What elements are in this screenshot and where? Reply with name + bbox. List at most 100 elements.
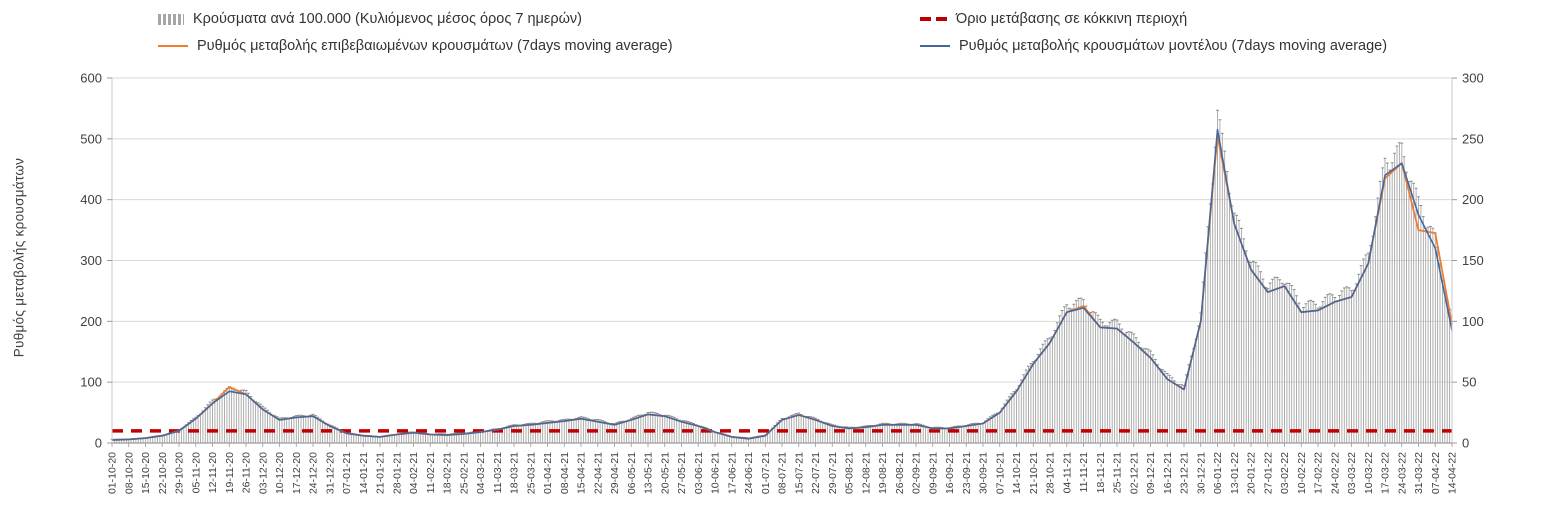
svg-text:07-01-21: 07-01-21 <box>341 452 353 494</box>
svg-text:01-04-21: 01-04-21 <box>542 452 554 494</box>
svg-text:600: 600 <box>80 71 102 86</box>
svg-text:15-07-21: 15-07-21 <box>793 452 805 494</box>
svg-text:08-07-21: 08-07-21 <box>777 452 789 494</box>
svg-text:03-03-22: 03-03-22 <box>1346 452 1358 494</box>
svg-text:17-12-20: 17-12-20 <box>291 452 303 494</box>
svg-text:19-08-21: 19-08-21 <box>877 452 889 494</box>
svg-text:17-03-22: 17-03-22 <box>1380 452 1392 494</box>
svg-text:28-10-21: 28-10-21 <box>1045 452 1057 494</box>
svg-text:29-07-21: 29-07-21 <box>827 452 839 494</box>
svg-text:100: 100 <box>80 375 102 390</box>
cases-bars-caps <box>110 109 1451 440</box>
svg-text:18-03-21: 18-03-21 <box>509 452 521 494</box>
blue-line-icon <box>920 45 950 47</box>
svg-text:02-09-21: 02-09-21 <box>911 452 923 494</box>
svg-text:31-12-20: 31-12-20 <box>324 452 336 494</box>
svg-text:05-08-21: 05-08-21 <box>844 452 856 494</box>
svg-text:05-11-20: 05-11-20 <box>190 452 202 493</box>
svg-text:31-03-22: 31-03-22 <box>1413 452 1425 494</box>
svg-text:25-03-21: 25-03-21 <box>525 452 537 494</box>
svg-text:04-11-21: 04-11-21 <box>1061 452 1073 493</box>
svg-text:10-02-22: 10-02-22 <box>1296 452 1308 494</box>
svg-text:23-09-21: 23-09-21 <box>961 452 973 494</box>
legend-label-model-rate: Ρυθμός μεταβολής κρουσμάτων μοντέλου (7d… <box>959 38 1388 54</box>
svg-text:11-11-21: 11-11-21 <box>1078 452 1090 493</box>
red-dashed-line-icon <box>920 17 947 21</box>
svg-text:17-02-22: 17-02-22 <box>1313 452 1325 494</box>
legend-item-cases-per-100k: Κρούσματα ανά 100.000 (Κυλιόμενος μέσος … <box>158 11 582 27</box>
svg-text:24-02-22: 24-02-22 <box>1329 452 1341 494</box>
svg-text:22-10-20: 22-10-20 <box>157 452 169 494</box>
cases-bars-series <box>111 110 1451 443</box>
svg-text:24-12-20: 24-12-20 <box>308 452 320 494</box>
svg-text:0: 0 <box>95 436 102 451</box>
svg-text:12-08-21: 12-08-21 <box>860 452 872 494</box>
svg-text:01-10-20: 01-10-20 <box>107 452 119 494</box>
svg-text:10-06-21: 10-06-21 <box>710 452 722 494</box>
svg-text:03-02-22: 03-02-22 <box>1279 452 1291 494</box>
svg-text:21-10-21: 21-10-21 <box>1028 452 1040 494</box>
svg-text:10-12-20: 10-12-20 <box>274 452 286 494</box>
svg-text:03-06-21: 03-06-21 <box>693 452 705 494</box>
svg-text:04-03-21: 04-03-21 <box>475 452 487 494</box>
svg-text:26-08-21: 26-08-21 <box>894 452 906 494</box>
svg-text:29-04-21: 29-04-21 <box>609 452 621 494</box>
svg-text:14-10-21: 14-10-21 <box>1011 452 1023 494</box>
svg-text:02-12-21: 02-12-21 <box>1128 452 1140 494</box>
svg-text:300: 300 <box>1462 71 1484 86</box>
svg-text:15-10-20: 15-10-20 <box>140 452 152 494</box>
svg-text:11-02-21: 11-02-21 <box>425 452 437 493</box>
orange-line-icon <box>158 45 188 47</box>
svg-text:16-09-21: 16-09-21 <box>944 452 956 494</box>
svg-text:25-02-21: 25-02-21 <box>458 452 470 494</box>
svg-text:13-05-21: 13-05-21 <box>643 452 655 494</box>
svg-text:10-03-22: 10-03-22 <box>1363 452 1375 494</box>
svg-text:06-01-22: 06-01-22 <box>1212 452 1224 494</box>
svg-text:200: 200 <box>80 314 102 329</box>
svg-text:21-01-21: 21-01-21 <box>375 452 387 494</box>
legend-item-model-rate: Ρυθμός μεταβολής κρουσμάτων μοντέλου (7d… <box>920 38 1387 54</box>
svg-text:0: 0 <box>1462 436 1469 451</box>
legend-item-threshold: Όριο μετάβασης σε κόκκινη περιοχή <box>920 11 1187 27</box>
legend-label-cases-per-100k: Κρούσματα ανά 100.000 (Κυλιόμενος μέσος … <box>193 11 583 27</box>
svg-text:15-04-21: 15-04-21 <box>576 452 588 494</box>
svg-text:19-11-20: 19-11-20 <box>224 452 236 493</box>
svg-text:09-09-21: 09-09-21 <box>927 452 939 494</box>
svg-text:14-01-21: 14-01-21 <box>358 452 370 494</box>
svg-text:01-07-21: 01-07-21 <box>760 452 772 494</box>
svg-text:12-11-20: 12-11-20 <box>207 452 219 493</box>
svg-text:300: 300 <box>80 253 102 268</box>
svg-text:17-06-21: 17-06-21 <box>726 452 738 494</box>
svg-text:11-03-21: 11-03-21 <box>492 452 504 493</box>
svg-text:24-03-22: 24-03-22 <box>1396 452 1408 494</box>
y-axis-title: Ρυθμός μεταβολής κρουσμάτων <box>11 157 27 358</box>
svg-text:14-04-22: 14-04-22 <box>1447 452 1459 494</box>
svg-text:24-06-21: 24-06-21 <box>743 452 755 494</box>
legend-label-confirmed-rate: Ρυθμός μεταβολής επιβεβαιωμένων κρουσμάτ… <box>197 38 673 54</box>
svg-text:400: 400 <box>80 192 102 207</box>
legend-item-confirmed-rate: Ρυθμός μεταβολής επιβεβαιωμένων κρουσμάτ… <box>158 38 673 54</box>
svg-text:18-11-21: 18-11-21 <box>1095 452 1107 493</box>
svg-text:250: 250 <box>1462 131 1484 146</box>
svg-text:100: 100 <box>1462 314 1484 329</box>
svg-text:27-01-22: 27-01-22 <box>1262 452 1274 494</box>
svg-text:03-12-20: 03-12-20 <box>257 452 269 494</box>
svg-text:04-02-21: 04-02-21 <box>408 452 420 494</box>
svg-text:20-05-21: 20-05-21 <box>659 452 671 494</box>
svg-text:08-10-20: 08-10-20 <box>123 452 135 494</box>
svg-text:20-01-22: 20-01-22 <box>1246 452 1258 494</box>
svg-text:30-12-21: 30-12-21 <box>1195 452 1207 494</box>
svg-text:50: 50 <box>1462 375 1476 390</box>
model-rate-line <box>111 128 1453 441</box>
svg-text:18-02-21: 18-02-21 <box>442 452 454 494</box>
svg-text:09-12-21: 09-12-21 <box>1145 452 1157 494</box>
legend-label-threshold: Όριο μετάβασης σε κόκκινη περιοχή <box>956 11 1188 27</box>
svg-text:07-10-21: 07-10-21 <box>994 452 1006 494</box>
svg-text:07-04-22: 07-04-22 <box>1430 452 1442 494</box>
svg-text:25-11-21: 25-11-21 <box>1112 452 1124 493</box>
svg-text:22-07-21: 22-07-21 <box>810 452 822 494</box>
svg-text:23-12-21: 23-12-21 <box>1179 452 1191 494</box>
svg-text:27-05-21: 27-05-21 <box>676 452 688 494</box>
